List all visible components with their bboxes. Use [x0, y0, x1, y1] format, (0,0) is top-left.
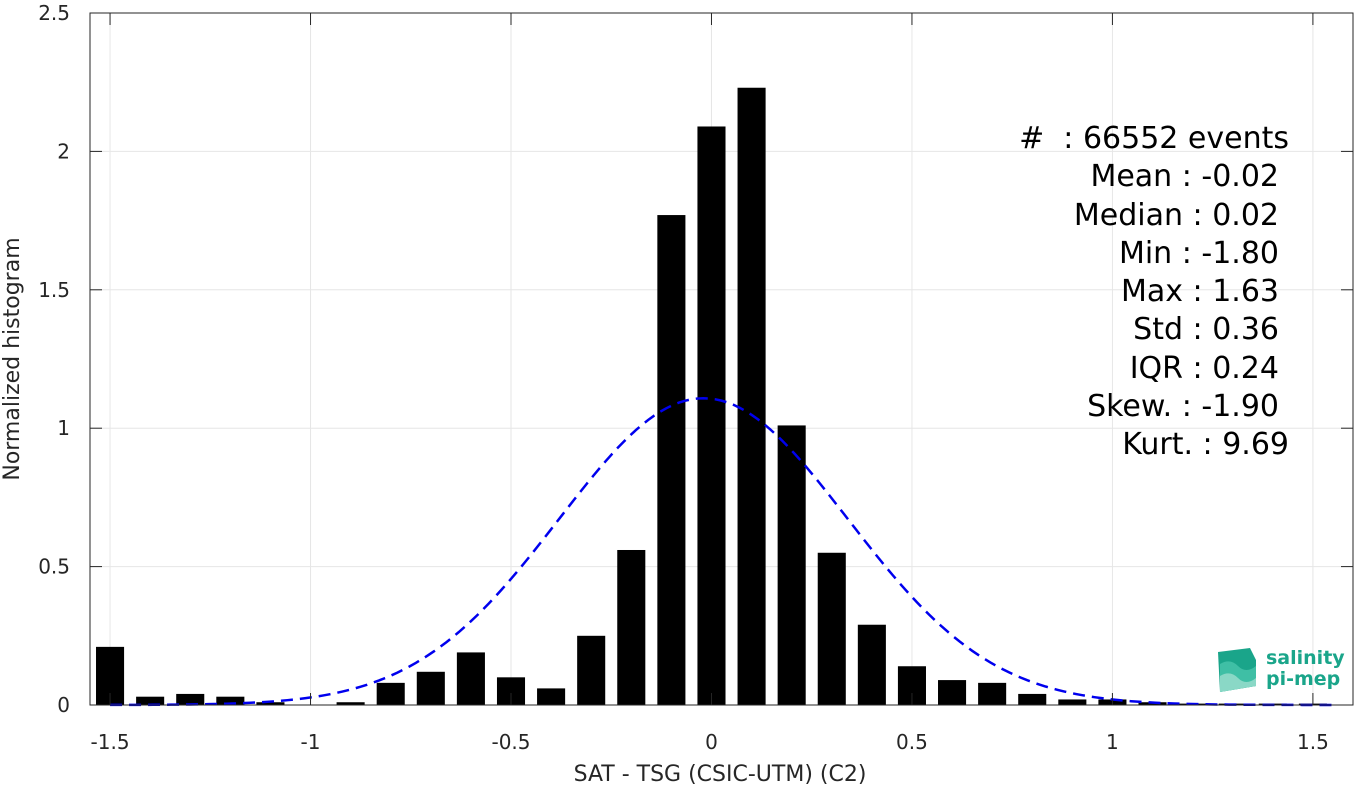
stat-skew: Skew. : -1.90 — [1087, 389, 1279, 425]
y-tick-label: 0.5 — [38, 555, 70, 579]
histogram-bar — [537, 688, 566, 705]
histogram-bar — [657, 215, 686, 705]
stat-min: Min : -1.80 — [1118, 235, 1279, 271]
histogram-bar — [737, 87, 766, 705]
stat-kurt: Kurt. : 9.69 — [1122, 427, 1289, 463]
axes — [89, 12, 1354, 706]
histogram-bar — [416, 671, 445, 705]
histogram-bar — [1058, 699, 1087, 705]
gaussian-fit-curve — [110, 397, 1333, 707]
y-tick-label: 1.5 — [38, 278, 70, 302]
tick-labels: -1.5 -1 -0.5 0 0.5 1 1.5 0 0.5 1 1.5 2 2.5 — [38, 1, 1329, 754]
x-tick-label: -1.5 — [91, 730, 130, 754]
x-tick-label: 1 — [1106, 730, 1119, 754]
histogram-bar — [617, 549, 646, 705]
y-tick-label: 2 — [57, 139, 70, 163]
histogram-bar — [376, 682, 405, 705]
stat-events: # : 66552 events — [1019, 121, 1289, 156]
histogram-bar — [857, 624, 886, 705]
histogram-bar — [817, 552, 846, 705]
histogram-bar — [336, 702, 365, 705]
histogram-bar — [176, 693, 205, 705]
stat-median: Median : 0.02 — [1073, 197, 1279, 233]
histogram-bar — [978, 682, 1007, 705]
histogram-bar — [1018, 693, 1047, 705]
histogram-bar — [216, 696, 245, 705]
histogram-bar — [136, 696, 165, 705]
histogram-bar — [577, 635, 606, 705]
y-axis-label: Normalized histogram — [0, 237, 25, 480]
salinity-pi-mep-logo: salinity pi-mep — [1216, 646, 1346, 696]
statistics-box: # : 66552 events Mean : -0.02 Median : 0… — [1019, 120, 1289, 465]
y-tick-label: 0 — [57, 693, 70, 717]
histogram-bar — [256, 702, 285, 705]
histogram-bar — [697, 126, 726, 706]
histogram-bar — [456, 652, 485, 705]
stat-iqr: IQR : 0.24 — [1129, 350, 1279, 386]
x-tick-label: 0.5 — [896, 730, 928, 754]
axes-box — [89, 12, 1354, 706]
histogram-bars — [96, 87, 1327, 706]
y-tick-label: 2.5 — [38, 1, 70, 25]
stat-std: Std : 0.36 — [1133, 312, 1279, 348]
logo-line1: salinity — [1266, 647, 1345, 669]
stat-mean: Mean : -0.02 — [1090, 159, 1279, 195]
x-axis-label: SAT - TSG (CSIC-UTM) (C2) — [574, 762, 867, 785]
histogram-bar — [777, 425, 806, 705]
gaussian-fit — [110, 397, 1333, 707]
x-tick-label: -0.5 — [491, 730, 530, 754]
logo-line2: pi-mep — [1266, 668, 1341, 690]
x-tick-label: 1.5 — [1297, 730, 1329, 754]
logo-wave-icon — [1218, 648, 1256, 692]
logo-text: salinity pi-mep — [1266, 648, 1345, 690]
x-tick-label: 0 — [705, 730, 718, 754]
y-tick-label: 1 — [57, 416, 70, 440]
x-tick-label: -1 — [301, 730, 321, 754]
histogram-bar — [938, 680, 967, 705]
stat-max: Max : 1.63 — [1121, 274, 1279, 310]
